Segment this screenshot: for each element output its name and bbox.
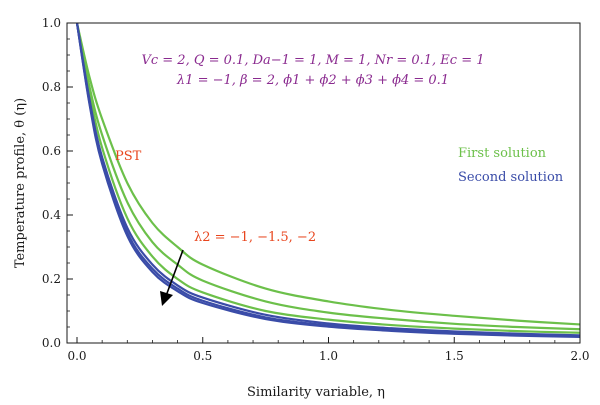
first-solution-curve-3 (75, 22, 581, 334)
legend-second-solution: Second solution (458, 170, 564, 185)
y-tick-label: 0.0 (42, 336, 61, 350)
lambda2-arrowhead (160, 291, 173, 306)
first-solution-curve-1 (75, 22, 581, 326)
x-axis-title: Similarity variable, η (247, 385, 385, 400)
plot-frame (66, 22, 581, 344)
curve-layer (75, 22, 581, 339)
y-tick-label: 0.2 (42, 272, 61, 286)
y-axis-ticks: 0.0 0.2 0.4 0.6 0.8 1.0 (42, 16, 73, 350)
parameters-line-2: λ1 = −1, β = 2, ϕ1 + ϕ2 + ϕ3 + ϕ4 = 0.1 (176, 73, 449, 88)
x-tick-label: 0.5 (193, 349, 212, 363)
lambda2-label: λ2 = −1, −1.5, −2 (194, 230, 316, 245)
x-tick-label: 0.0 (67, 349, 86, 363)
pst-label: PST (115, 149, 142, 164)
x-axis-ticks: 0.0 0.5 1.0 1.5 2.0 (67, 337, 590, 363)
y-tick-label: 1.0 (42, 16, 61, 30)
lambda2-arrow (165, 249, 184, 297)
parameters-line-1: Vc = 2, Q = 0.1, Da−1 = 1, M = 1, Nr = 0… (141, 53, 484, 68)
x-tick-label: 1.0 (319, 349, 338, 363)
y-tick-label: 0.8 (42, 80, 61, 94)
y-axis-title: Temperature profile, θ (η) (13, 98, 28, 268)
y-tick-label: 0.6 (42, 144, 61, 158)
x-tick-label: 2.0 (570, 349, 589, 363)
y-tick-label: 0.4 (42, 208, 61, 222)
x-tick-label: 1.5 (445, 349, 464, 363)
second-solution-curve-6 (75, 22, 581, 339)
first-solution-curve-2 (75, 22, 581, 331)
legend-first-solution: First solution (458, 146, 547, 161)
